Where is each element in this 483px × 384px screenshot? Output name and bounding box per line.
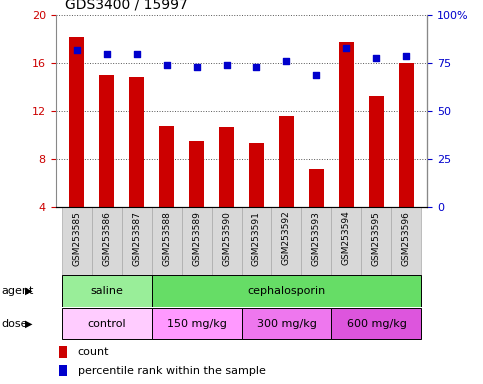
Text: dose: dose <box>1 318 28 329</box>
Text: GSM253589: GSM253589 <box>192 211 201 266</box>
Text: GSM253588: GSM253588 <box>162 211 171 266</box>
Point <box>103 51 111 57</box>
Text: 300 mg/kg: 300 mg/kg <box>256 318 316 329</box>
Text: ▶: ▶ <box>25 318 33 329</box>
Text: GSM253587: GSM253587 <box>132 211 141 266</box>
Point <box>342 45 350 51</box>
Point <box>313 72 320 78</box>
Bar <box>182 207 212 275</box>
Bar <box>152 275 422 306</box>
Text: GSM253592: GSM253592 <box>282 211 291 265</box>
Bar <box>309 169 324 207</box>
Bar <box>369 96 384 207</box>
Text: GSM253593: GSM253593 <box>312 211 321 266</box>
Point <box>283 58 290 65</box>
Bar <box>361 207 391 275</box>
Bar <box>331 207 361 275</box>
Bar <box>122 207 152 275</box>
Bar <box>61 275 152 306</box>
Bar <box>61 308 152 339</box>
Text: 600 mg/kg: 600 mg/kg <box>346 318 406 329</box>
Text: saline: saline <box>90 286 123 296</box>
Bar <box>59 346 67 358</box>
Bar <box>152 207 182 275</box>
Bar <box>212 207 242 275</box>
Text: GSM253595: GSM253595 <box>372 211 381 266</box>
Bar <box>301 207 331 275</box>
Point <box>163 62 170 68</box>
Bar <box>391 207 422 275</box>
Text: control: control <box>87 318 126 329</box>
Bar <box>129 76 144 207</box>
Bar <box>159 126 174 207</box>
Text: GSM253596: GSM253596 <box>402 211 411 266</box>
Text: percentile rank within the sample: percentile rank within the sample <box>78 366 266 376</box>
Bar <box>331 308 422 339</box>
Bar <box>271 207 301 275</box>
Text: GSM253594: GSM253594 <box>342 211 351 265</box>
Point <box>72 47 80 53</box>
Text: GSM253590: GSM253590 <box>222 211 231 266</box>
Bar <box>69 37 84 207</box>
Bar <box>242 207 271 275</box>
Text: ▶: ▶ <box>25 286 33 296</box>
Point <box>223 62 230 68</box>
Bar <box>399 63 414 207</box>
Bar <box>249 142 264 207</box>
Bar <box>339 42 354 207</box>
Point <box>133 51 141 57</box>
Bar <box>92 207 122 275</box>
Text: GDS3400 / 15997: GDS3400 / 15997 <box>65 0 188 12</box>
Bar <box>279 116 294 207</box>
Bar <box>59 365 67 376</box>
Text: count: count <box>78 347 109 357</box>
Point <box>403 53 411 59</box>
Text: GSM253591: GSM253591 <box>252 211 261 266</box>
Bar <box>152 308 242 339</box>
Bar <box>189 141 204 207</box>
Point <box>372 55 380 61</box>
Bar <box>219 127 234 207</box>
Bar <box>61 207 92 275</box>
Text: agent: agent <box>1 286 33 296</box>
Bar <box>99 75 114 207</box>
Text: cephalosporin: cephalosporin <box>247 286 326 296</box>
Point <box>193 64 200 70</box>
Text: GSM253586: GSM253586 <box>102 211 111 266</box>
Text: 150 mg/kg: 150 mg/kg <box>167 318 227 329</box>
Bar <box>242 308 331 339</box>
Text: GSM253585: GSM253585 <box>72 211 81 266</box>
Point <box>253 64 260 70</box>
